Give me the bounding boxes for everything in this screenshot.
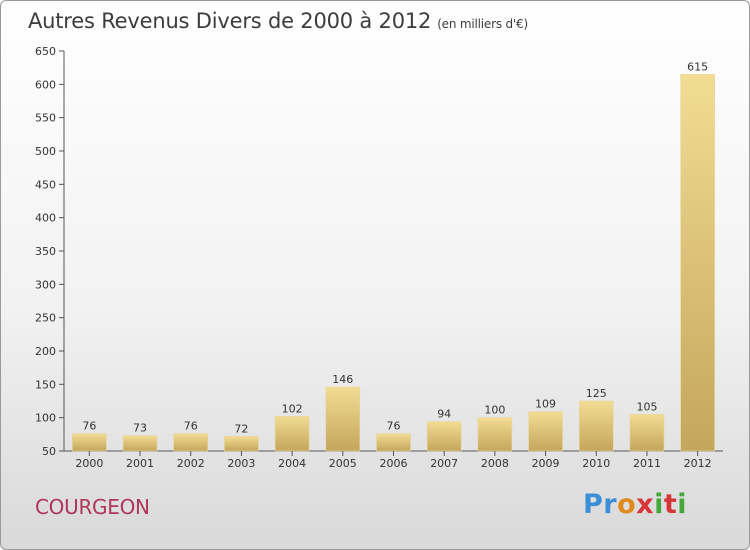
bar: [629, 414, 665, 452]
value-label: 76: [184, 420, 198, 433]
y-tick-label: 550: [35, 112, 56, 125]
x-tick-label: 2005: [329, 457, 357, 470]
bar: [325, 386, 361, 452]
y-tick-label: 100: [35, 412, 56, 425]
x-tick-label: 2001: [126, 457, 154, 470]
bar: [224, 436, 259, 452]
value-labels-group: 76 73 76 72 102 146 76 94 100 109 125 105 615: [82, 60, 708, 435]
bar: [274, 416, 310, 452]
y-tick-label: 650: [35, 45, 56, 58]
bar: [528, 411, 563, 452]
chart-subtitle: (en milliers d'€): [437, 17, 528, 31]
logo-part: i: [677, 489, 688, 520]
y-tick-label: 600: [35, 78, 56, 91]
logo-part: x: [636, 489, 655, 520]
y-tick-label: 400: [35, 212, 56, 225]
value-label: 94: [437, 408, 451, 421]
chart-title: Autres Revenus Divers de 2000 à 2012 (en …: [28, 9, 528, 33]
value-label: 73: [133, 422, 147, 435]
y-tick-label: 200: [35, 345, 56, 358]
value-label: 102: [282, 402, 303, 415]
y-tick-label: 250: [35, 312, 56, 325]
value-label: 76: [387, 420, 401, 433]
x-tick-label: 2002: [177, 457, 205, 470]
logo-part: o: [617, 489, 637, 520]
value-label: 105: [636, 400, 657, 413]
logo-part: i: [654, 489, 664, 520]
bar: [72, 433, 107, 452]
bar: [578, 400, 614, 452]
city-name: COURGEON: [35, 495, 150, 519]
logo-part: t: [663, 489, 678, 520]
bar: [426, 421, 462, 452]
value-label: 146: [332, 373, 353, 386]
bar: [680, 74, 715, 452]
y-tick-label: 300: [35, 278, 56, 291]
x-tick-label: 2007: [430, 457, 458, 470]
y-tick-label: 450: [35, 178, 56, 191]
bars-group: [72, 74, 715, 452]
bar: [477, 417, 513, 452]
x-tick-label: 2003: [227, 457, 255, 470]
y-tick-label: 500: [35, 145, 56, 158]
bar: [122, 435, 158, 452]
y-tick-label: 50: [42, 445, 56, 458]
proxiti-logo: Proxiti: [583, 489, 687, 520]
value-label: 615: [687, 60, 708, 73]
y-axis: 50 100 150 200 250 300 350 400 450 500 550 600 650: [35, 45, 723, 458]
logo-part: Pr: [583, 489, 618, 520]
x-tick-label: 2006: [380, 457, 408, 470]
y-tick-label: 150: [35, 378, 56, 391]
y-tick-label: 350: [35, 245, 56, 258]
x-tick-label: 2000: [75, 457, 103, 470]
x-tick-label: 2009: [532, 457, 560, 470]
value-label: 100: [484, 404, 505, 417]
value-label: 109: [535, 398, 556, 411]
x-tick-label: 2004: [278, 457, 306, 470]
value-label: 76: [82, 420, 96, 433]
bar: [173, 433, 209, 452]
x-tick-label: 2008: [481, 457, 509, 470]
x-tick-label: 2011: [633, 457, 661, 470]
x-axis: 2000 2001 2002 2003 2004 2005 2006 2007 2008 2009…: [75, 451, 712, 470]
bar: [376, 433, 411, 452]
value-label: 72: [234, 422, 248, 435]
x-tick-label: 2012: [684, 457, 712, 470]
x-tick-label: 2010: [582, 457, 610, 470]
value-label: 125: [586, 387, 607, 400]
